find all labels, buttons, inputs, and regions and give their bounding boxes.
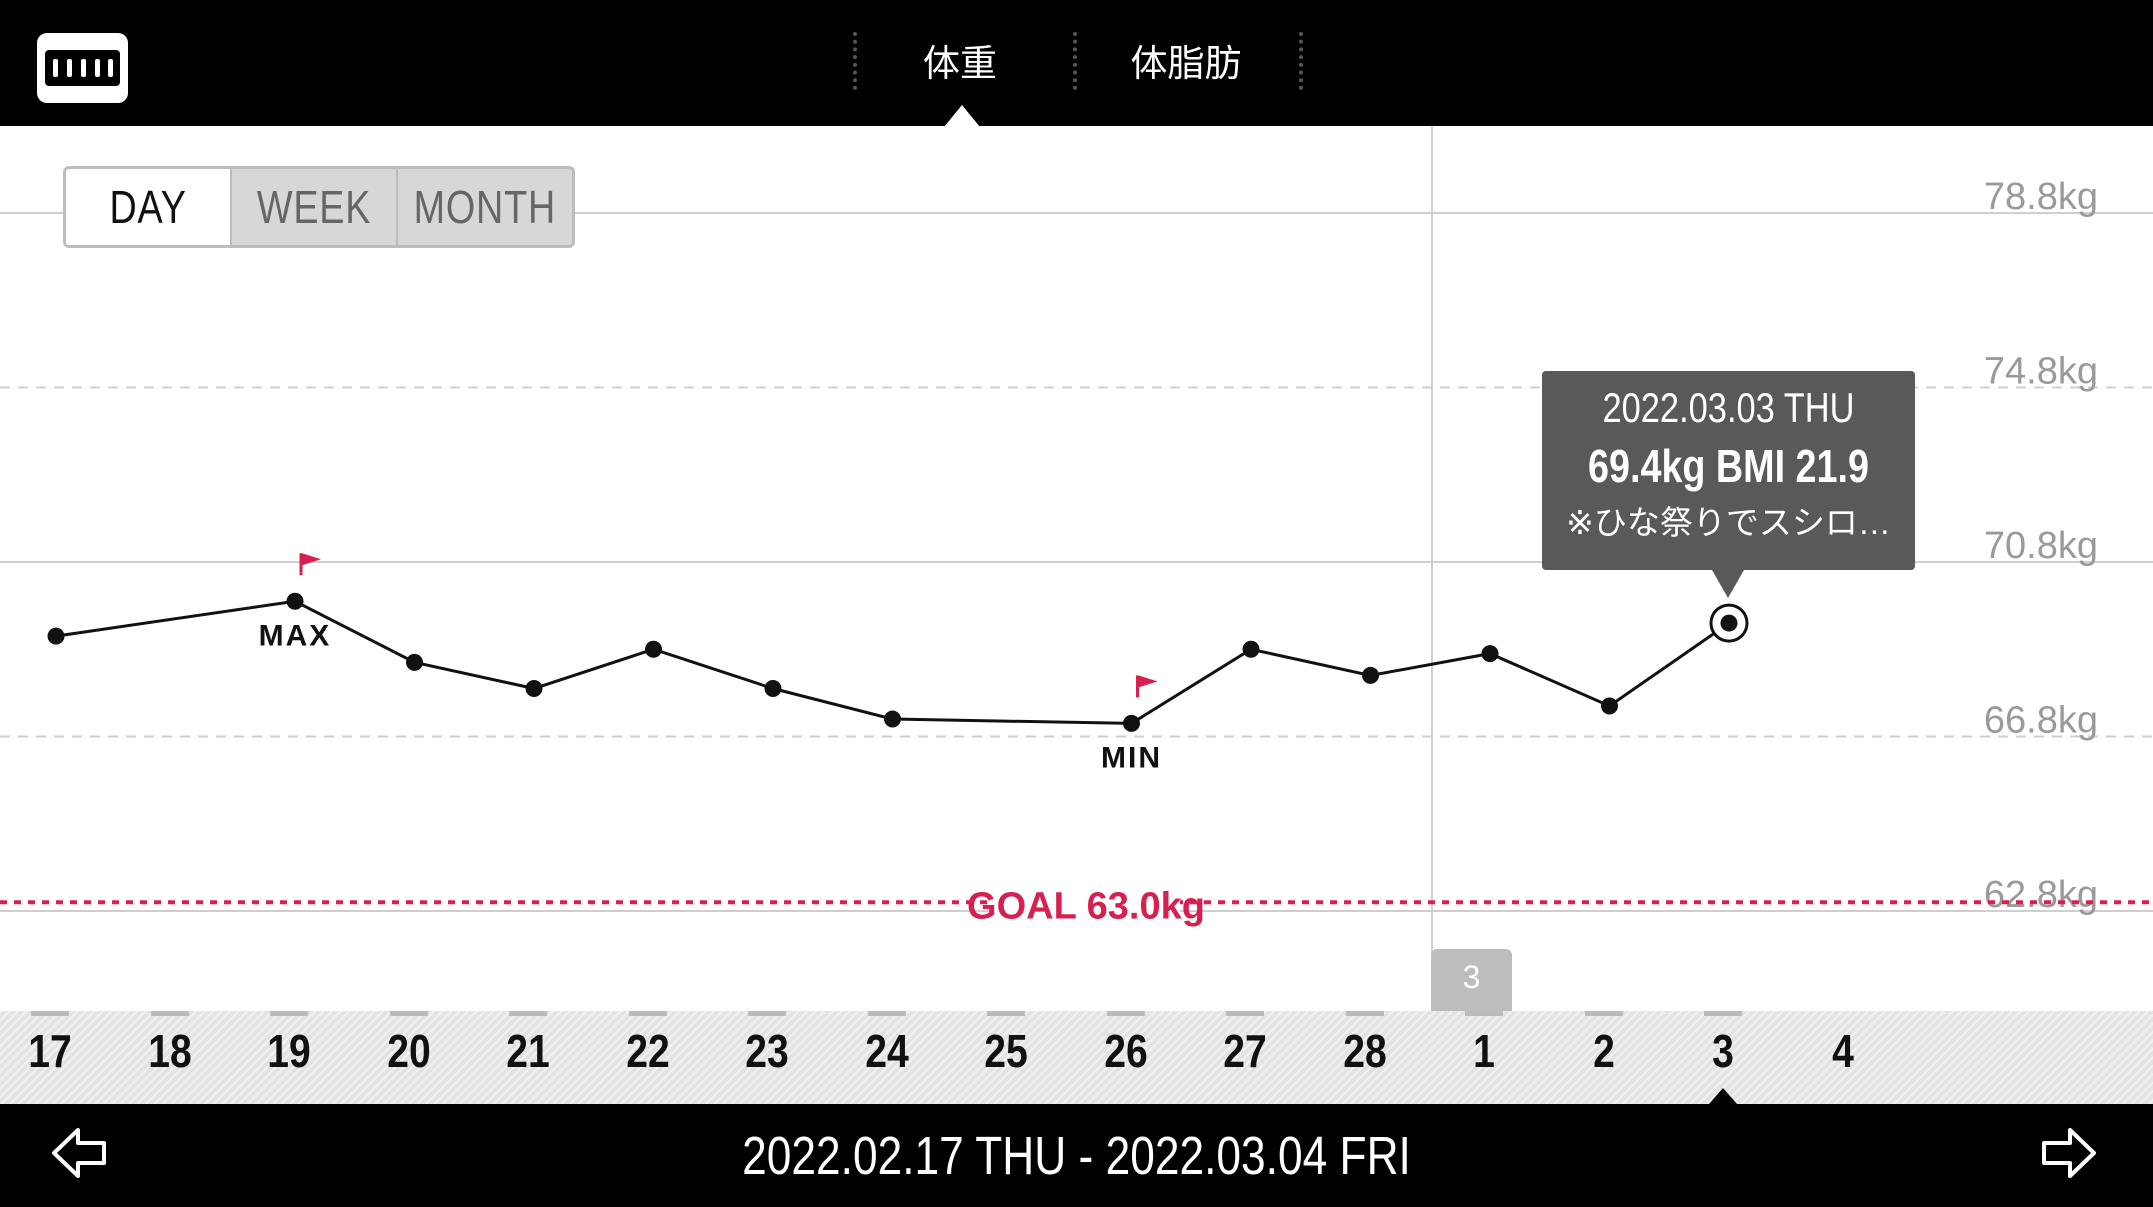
date-tick — [1226, 1011, 1264, 1016]
active-tab-indicator — [944, 105, 980, 127]
data-point[interactable] — [764, 680, 782, 698]
tab-weight[interactable]: 体重 — [923, 43, 997, 84]
max-label: MAX — [259, 619, 332, 652]
weight-series — [47, 592, 1749, 732]
period-day-button[interactable]: DAY — [66, 169, 231, 245]
period-month-button[interactable]: MONTH — [414, 181, 557, 233]
date-tick — [748, 1011, 786, 1016]
date-label[interactable]: 20 — [386, 1025, 431, 1077]
date-label[interactable]: 24 — [864, 1025, 909, 1077]
date-label[interactable]: 19 — [267, 1025, 311, 1077]
app-logo-icon[interactable] — [37, 33, 128, 103]
date-label[interactable]: 26 — [1103, 1025, 1148, 1077]
tab-separator — [853, 32, 857, 90]
data-point[interactable] — [286, 592, 304, 610]
max-flag-icon — [302, 553, 321, 566]
tab-separator — [1299, 32, 1303, 90]
bottom-bar — [0, 1104, 2153, 1207]
period-week-button[interactable]: WEEK — [257, 181, 372, 233]
data-point-tooltip[interactable]: 2022.03.03 THU 69.4kg BMI 21.9 ※ひな祭りでスシロ… — [1542, 371, 1915, 598]
date-label[interactable]: 22 — [625, 1025, 670, 1077]
data-point[interactable] — [406, 653, 423, 671]
tooltip-date: 2022.03.03 THU — [1602, 384, 1855, 431]
weight-chart[interactable]: 78.8kg 74.8kg 70.8kg 66.8kg 62.8kg GOAL 63.0… — [0, 126, 2153, 1011]
date-label[interactable]: 23 — [745, 1025, 789, 1077]
data-point[interactable] — [884, 710, 901, 728]
date-tick — [867, 1011, 906, 1016]
data-point[interactable] — [1601, 697, 1618, 715]
data-point[interactable] — [1720, 614, 1738, 632]
date-tick — [1584, 1011, 1623, 1016]
data-point[interactable] — [1481, 645, 1499, 663]
date-label[interactable]: 1 — [1473, 1025, 1495, 1077]
date-label[interactable]: 2 — [1592, 1025, 1615, 1077]
tooltip-value: 69.4kg BMI 21.9 — [1588, 440, 1869, 492]
tab-body-fat[interactable]: 体脂肪 — [1130, 43, 1242, 84]
tab-separator — [1073, 32, 1077, 90]
goal-label: GOAL 63.0kg — [967, 885, 1205, 927]
date-tick — [987, 1011, 1025, 1016]
goal-line-group: GOAL 63.0kg — [0, 878, 2153, 927]
selected-date-indicator — [1709, 1088, 1737, 1104]
date-tick — [628, 1011, 667, 1016]
date-tick — [389, 1011, 428, 1016]
goal-label-bg — [990, 878, 1180, 927]
date-tick — [270, 1011, 308, 1016]
date-label[interactable]: 21 — [506, 1025, 550, 1077]
date-label[interactable]: 18 — [147, 1025, 192, 1077]
min-max-markers: MAX MIN — [259, 553, 1162, 774]
y-axis-labels: 78.8kg 74.8kg 70.8kg 66.8kg 62.8kg — [1984, 176, 2098, 916]
min-flag-icon — [1138, 675, 1158, 688]
y-tick-label: 70.8kg — [1984, 525, 2098, 567]
date-tick — [1704, 1011, 1742, 1016]
data-point[interactable] — [1242, 640, 1260, 658]
y-tick-label: 78.8kg — [1984, 176, 2098, 218]
date-tick — [1345, 1011, 1384, 1016]
min-label: MIN — [1101, 741, 1162, 774]
date-tick — [1106, 1011, 1145, 1016]
date-label[interactable]: 25 — [984, 1025, 1028, 1077]
data-point[interactable] — [525, 680, 543, 698]
tooltip-note: ※ひな祭りでスシロ… — [1566, 504, 1891, 541]
y-tick-label: 62.8kg — [1984, 874, 2098, 916]
data-point[interactable] — [645, 640, 662, 658]
date-tick — [31, 1011, 69, 1016]
data-point[interactable] — [47, 627, 65, 645]
date-strip[interactable] — [0, 1011, 2153, 1104]
data-point[interactable] — [1123, 714, 1140, 732]
date-label[interactable]: 27 — [1223, 1025, 1267, 1077]
y-tick-label: 74.8kg — [1984, 351, 2098, 393]
month-badge: 3 — [1431, 949, 1512, 1011]
date-label[interactable]: 28 — [1342, 1025, 1387, 1077]
top-bar: 体重 体脂肪 — [0, 0, 2153, 127]
period-toggle: DAY WEEK MONTH — [63, 166, 575, 248]
period-day-label: DAY — [109, 181, 187, 233]
y-tick-label: 66.8kg — [1984, 700, 2098, 742]
toggle-divider — [396, 169, 399, 245]
date-tick — [509, 1011, 547, 1016]
date-range-label: 2022.02.17 THU - 2022.03.04 FRI — [742, 1126, 1411, 1186]
date-tick — [1465, 1011, 1503, 1016]
date-label[interactable]: 4 — [1831, 1025, 1854, 1077]
data-point[interactable] — [1362, 666, 1379, 684]
arrow-right-icon[interactable] — [2040, 1124, 2098, 1187]
date-label[interactable]: 17 — [28, 1025, 72, 1077]
date-label[interactable]: 3 — [1712, 1025, 1734, 1077]
toggle-divider — [230, 169, 233, 245]
arrow-left-icon[interactable] — [50, 1124, 108, 1187]
date-tick — [150, 1011, 189, 1016]
